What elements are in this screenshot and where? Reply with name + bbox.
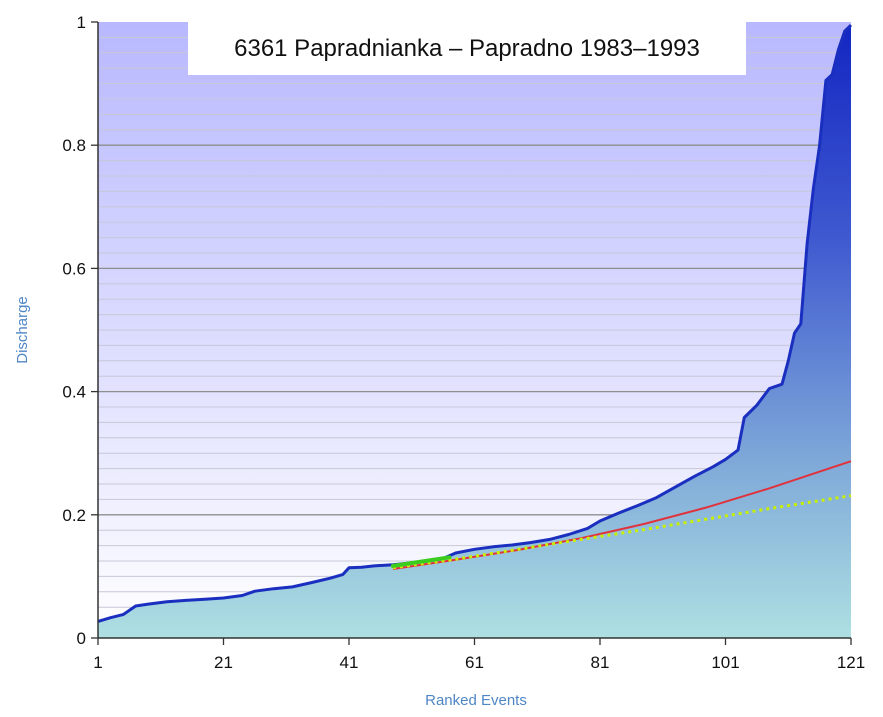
fitted-curve-red bbox=[392, 460, 852, 570]
title-background bbox=[188, 22, 746, 75]
y-tick-label: 0.6 bbox=[62, 259, 86, 278]
y-tick-label: 0 bbox=[77, 629, 86, 648]
x-tick-label: 81 bbox=[591, 653, 610, 672]
x-axis-label: Ranked Events bbox=[425, 692, 527, 709]
series-layer bbox=[97, 24, 853, 639]
discharge-curve bbox=[97, 24, 853, 623]
x-tick-label: 121 bbox=[837, 653, 865, 672]
chart-title: 6361 Papradnianka – Papradno 1983–1993 bbox=[234, 35, 700, 62]
x-tick-label: 21 bbox=[214, 653, 233, 672]
x-tick-label: 1 bbox=[93, 653, 102, 672]
y-tick-label: 1 bbox=[77, 13, 86, 32]
x-tick-label: 41 bbox=[340, 653, 359, 672]
x-tick-label: 101 bbox=[711, 653, 739, 672]
discharge-area-fill bbox=[98, 25, 851, 639]
title-box: 6361 Papradnianka – Papradno 1983–1993 bbox=[188, 22, 746, 75]
y-tick-label: 0.4 bbox=[62, 383, 86, 402]
x-tick-label: 61 bbox=[465, 653, 484, 672]
y-tick-label: 0.8 bbox=[62, 136, 86, 155]
y-tick-label: 0.2 bbox=[62, 506, 86, 525]
fitted-segment-green bbox=[390, 555, 452, 568]
y-axis-label: Discharge bbox=[14, 296, 31, 364]
